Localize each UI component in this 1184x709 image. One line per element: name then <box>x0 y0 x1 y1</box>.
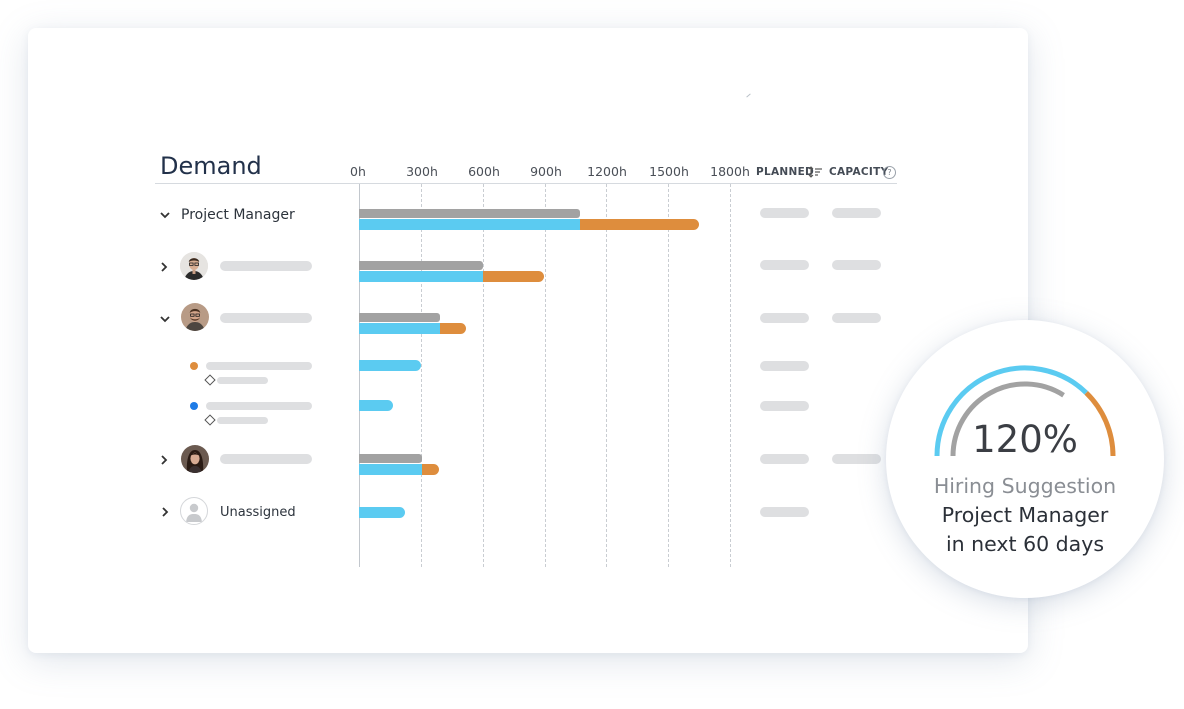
task-detail-placeholder <box>217 377 268 384</box>
axis-tick-label: 300h <box>406 164 438 179</box>
chevron-down-icon[interactable] <box>158 312 172 326</box>
hiring-suggestion-card: 120% Hiring Suggestion Project Manager i… <box>886 320 1164 598</box>
person-photo-icon <box>180 252 208 280</box>
overflow-segment <box>579 219 700 230</box>
gauge-arc <box>934 365 1116 457</box>
demand-bar[interactable] <box>359 464 440 475</box>
suggestion-heading: Hiring Suggestion <box>933 474 1117 498</box>
capacity-value-placeholder <box>832 208 881 218</box>
person-photo-icon <box>181 445 209 473</box>
demand-bar[interactable] <box>359 360 421 371</box>
capacity-value-placeholder <box>832 260 881 270</box>
avatar-placeholder <box>180 497 208 525</box>
gridline <box>730 184 731 567</box>
planned-value-placeholder <box>760 401 809 411</box>
demand-segment <box>359 323 441 334</box>
demand-bar[interactable] <box>359 400 393 411</box>
sort-icon[interactable] <box>808 166 822 178</box>
planned-value-placeholder <box>760 313 809 323</box>
demand-panel <box>28 28 1028 653</box>
demand-segment <box>359 219 580 230</box>
task-name-placeholder <box>206 362 312 370</box>
axis-tick-label: 1800h <box>710 164 750 179</box>
task-detail-placeholder <box>217 417 268 424</box>
help-icon[interactable]: ? <box>883 166 896 179</box>
axis-tick-label: 1200h <box>587 164 627 179</box>
suggestion-role: Project Manager <box>941 503 1109 527</box>
avatar-woman[interactable] <box>181 445 209 473</box>
role-label[interactable]: Project Manager <box>181 207 295 223</box>
demand-segment <box>359 271 483 282</box>
planned-bar <box>359 313 441 322</box>
gridline <box>421 184 422 567</box>
header-divider <box>155 183 897 184</box>
gridline <box>545 184 546 567</box>
chevron-right-icon[interactable] <box>157 260 171 274</box>
gridline <box>483 184 484 567</box>
planned-bar <box>359 454 422 463</box>
overflow-segment <box>482 271 545 282</box>
unassigned-label[interactable]: Unassigned <box>220 505 296 520</box>
axis-tick-label: 900h <box>530 164 562 179</box>
demand-bar[interactable] <box>359 507 406 518</box>
name-placeholder <box>220 454 312 464</box>
avatar-man-glasses[interactable] <box>180 252 208 280</box>
gauge-track <box>934 365 1088 457</box>
demand-segment <box>359 464 422 475</box>
demand-segment <box>359 400 393 411</box>
status-dot <box>190 362 198 370</box>
person-placeholder-icon <box>186 503 202 522</box>
demand-bar[interactable] <box>359 323 467 334</box>
chevron-right-icon[interactable] <box>157 453 171 467</box>
suggestion-timeframe: in next 60 days <box>945 532 1105 556</box>
axis-tick-label: 0h <box>350 164 366 179</box>
demand-segment <box>359 507 406 518</box>
person-photo-icon <box>181 303 209 331</box>
task-name-placeholder <box>206 402 312 410</box>
gauge-percent: 120% <box>972 418 1078 461</box>
page-title: Demand <box>160 152 262 180</box>
chevron-down-icon[interactable] <box>158 208 172 222</box>
chevron-right-icon[interactable] <box>158 505 172 519</box>
demand-bar[interactable] <box>359 271 545 282</box>
axis-tick-label: 1500h <box>649 164 689 179</box>
gridline <box>606 184 607 567</box>
planned-value-placeholder <box>760 208 809 218</box>
planned-value-placeholder <box>760 507 809 517</box>
planned-value-placeholder <box>760 361 809 371</box>
overflow-segment <box>421 464 440 475</box>
capacity-value-placeholder <box>832 454 881 464</box>
name-placeholder <box>220 261 312 271</box>
planned-bar <box>359 209 580 218</box>
planned-bar <box>359 261 483 270</box>
planned-value-placeholder <box>760 260 809 270</box>
axis-baseline <box>359 184 360 567</box>
overflow-segment <box>440 323 467 334</box>
demand-bar[interactable] <box>359 219 700 230</box>
planned-column-header[interactable]: PLANNED <box>756 166 815 178</box>
planned-value-placeholder <box>760 454 809 464</box>
gridline <box>668 184 669 567</box>
avatar-man-beard[interactable] <box>181 303 209 331</box>
name-placeholder <box>220 313 312 323</box>
gauge-overflow-arc <box>1084 391 1116 457</box>
gauge-inner-arc <box>950 381 1065 457</box>
demand-segment <box>359 360 421 371</box>
capacity-value-placeholder <box>832 313 881 323</box>
capacity-column-header: CAPACITY <box>829 166 889 178</box>
status-dot <box>190 402 198 410</box>
axis-tick-label: 600h <box>468 164 500 179</box>
